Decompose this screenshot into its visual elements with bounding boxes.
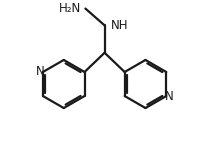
- Text: H₂N: H₂N: [59, 2, 82, 15]
- Text: NH: NH: [111, 19, 129, 32]
- Text: N: N: [36, 65, 45, 78]
- Text: N: N: [165, 90, 174, 104]
